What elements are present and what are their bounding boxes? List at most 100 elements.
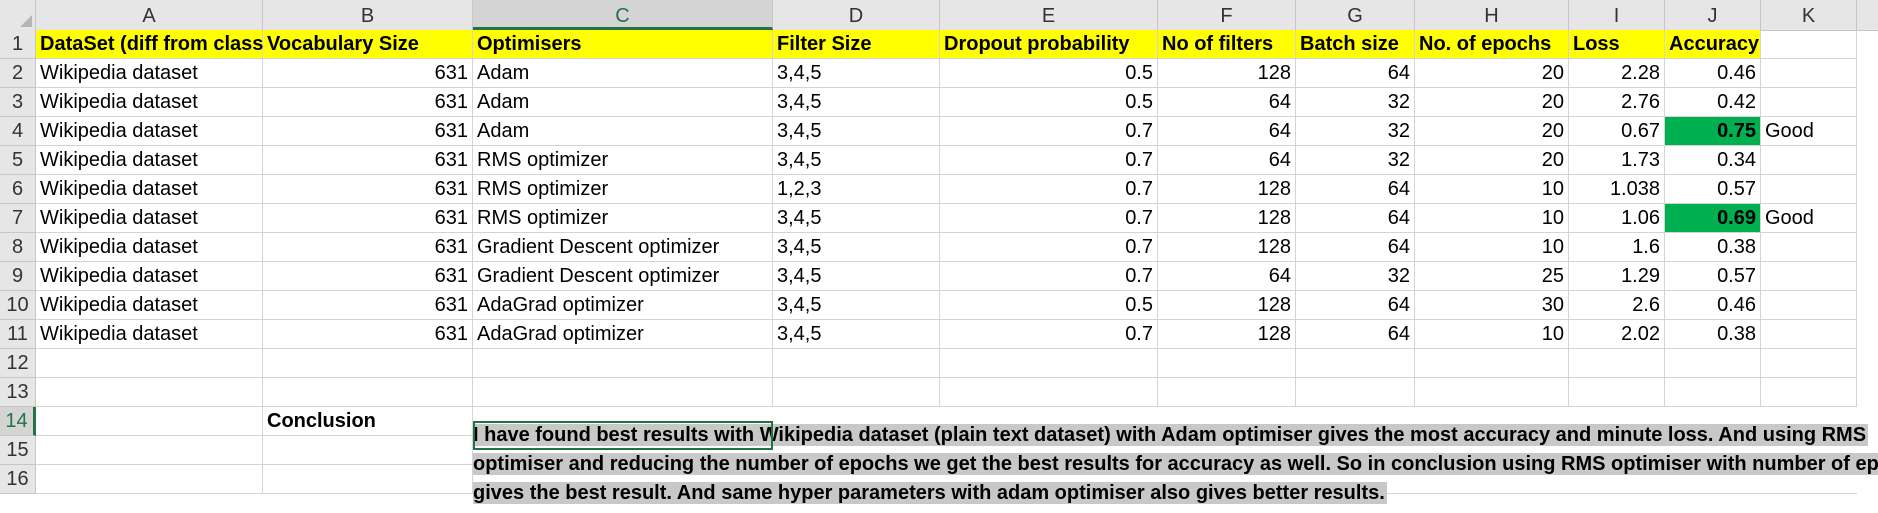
cell-e5[interactable]: 0.7 <box>940 146 1158 175</box>
cell-e2[interactable]: 0.5 <box>940 59 1158 88</box>
cell-d4[interactable]: 3,4,5 <box>773 117 940 146</box>
cell-k16[interactable] <box>1761 465 1857 494</box>
column-header-f[interactable]: F <box>1158 0 1296 30</box>
cell-a16[interactable] <box>36 465 263 494</box>
cell-g1[interactable]: Batch size <box>1296 30 1415 59</box>
cell-c12[interactable] <box>473 349 773 378</box>
cell-i1[interactable]: Loss <box>1569 30 1665 59</box>
cell-a9[interactable]: Wikipedia dataset <box>36 262 263 291</box>
cell-g9[interactable]: 32 <box>1296 262 1415 291</box>
cell-j10[interactable]: 0.46 <box>1665 291 1761 320</box>
cell-j16[interactable] <box>1665 465 1761 494</box>
cell-h2[interactable]: 20 <box>1415 59 1569 88</box>
cell-b11[interactable]: 631 <box>263 320 473 349</box>
cell-k13[interactable] <box>1761 378 1857 407</box>
cell-a10[interactable]: Wikipedia dataset <box>36 291 263 320</box>
cell-e12[interactable] <box>940 349 1158 378</box>
column-header-c[interactable]: C <box>473 0 773 30</box>
cell-c4[interactable]: Adam <box>473 117 773 146</box>
cell-g7[interactable]: 64 <box>1296 204 1415 233</box>
cell-h5[interactable]: 20 <box>1415 146 1569 175</box>
conclusion-label[interactable]: Conclusion <box>263 407 473 436</box>
cell-b10[interactable]: 631 <box>263 291 473 320</box>
cell-b15[interactable] <box>263 436 473 465</box>
cell-d5[interactable]: 3,4,5 <box>773 146 940 175</box>
cell-e9[interactable]: 0.7 <box>940 262 1158 291</box>
cell-j7[interactable]: 0.69 <box>1665 204 1761 233</box>
cell-a4[interactable]: Wikipedia dataset <box>36 117 263 146</box>
cell-b3[interactable]: 631 <box>263 88 473 117</box>
cell-k9[interactable] <box>1761 262 1857 291</box>
cell-c1[interactable]: Optimisers <box>473 30 773 59</box>
cell-h3[interactable]: 20 <box>1415 88 1569 117</box>
cell-c11[interactable]: AdaGrad optimizer <box>473 320 773 349</box>
cell-a2[interactable]: Wikipedia dataset <box>36 59 263 88</box>
cell-d2[interactable]: 3,4,5 <box>773 59 940 88</box>
cell-g6[interactable]: 64 <box>1296 175 1415 204</box>
cell-k5[interactable] <box>1761 146 1857 175</box>
row-header-9[interactable]: 9 <box>0 262 36 291</box>
cell-c13[interactable] <box>473 378 773 407</box>
cell-g3[interactable]: 32 <box>1296 88 1415 117</box>
cell-j5[interactable]: 0.34 <box>1665 146 1761 175</box>
cell-f2[interactable]: 128 <box>1158 59 1296 88</box>
conclusion-text[interactable]: I have found best results with Wikipedia… <box>473 421 1878 508</box>
column-header-b[interactable]: B <box>263 0 473 30</box>
cell-g2[interactable]: 64 <box>1296 59 1415 88</box>
cell-i9[interactable]: 1.29 <box>1569 262 1665 291</box>
cell-k7[interactable]: Good <box>1761 204 1857 233</box>
cell-f9[interactable]: 64 <box>1158 262 1296 291</box>
cell-d10[interactable]: 3,4,5 <box>773 291 940 320</box>
cell-b7[interactable]: 631 <box>263 204 473 233</box>
cell-f5[interactable]: 64 <box>1158 146 1296 175</box>
column-header-d[interactable]: D <box>773 0 940 30</box>
cell-c10[interactable]: AdaGrad optimizer <box>473 291 773 320</box>
cell-i13[interactable] <box>1569 378 1665 407</box>
cell-c8[interactable]: Gradient Descent optimizer <box>473 233 773 262</box>
cell-f7[interactable]: 128 <box>1158 204 1296 233</box>
cell-h9[interactable]: 25 <box>1415 262 1569 291</box>
cell-i11[interactable]: 2.02 <box>1569 320 1665 349</box>
cell-k12[interactable] <box>1761 349 1857 378</box>
cell-h4[interactable]: 20 <box>1415 117 1569 146</box>
row-header-11[interactable]: 11 <box>0 320 36 349</box>
cell-h16[interactable] <box>1415 465 1569 494</box>
cell-b8[interactable]: 631 <box>263 233 473 262</box>
cell-j1[interactable]: Accuracy <box>1665 30 1761 59</box>
row-header-1[interactable]: 1 <box>0 30 36 59</box>
row-header-10[interactable]: 10 <box>0 291 36 320</box>
cell-b4[interactable]: 631 <box>263 117 473 146</box>
cell-k1[interactable] <box>1761 30 1857 59</box>
cell-i8[interactable]: 1.6 <box>1569 233 1665 262</box>
cell-b13[interactable] <box>263 378 473 407</box>
cell-j12[interactable] <box>1665 349 1761 378</box>
cell-h11[interactable]: 10 <box>1415 320 1569 349</box>
cell-f10[interactable]: 128 <box>1158 291 1296 320</box>
cell-e8[interactable]: 0.7 <box>940 233 1158 262</box>
column-header-i[interactable]: I <box>1569 0 1665 30</box>
cell-j6[interactable]: 0.57 <box>1665 175 1761 204</box>
cell-i2[interactable]: 2.28 <box>1569 59 1665 88</box>
cell-j3[interactable]: 0.42 <box>1665 88 1761 117</box>
column-header-e[interactable]: E <box>940 0 1158 30</box>
cell-f4[interactable]: 64 <box>1158 117 1296 146</box>
cell-g5[interactable]: 32 <box>1296 146 1415 175</box>
row-header-8[interactable]: 8 <box>0 233 36 262</box>
cell-g10[interactable]: 64 <box>1296 291 1415 320</box>
cell-e11[interactable]: 0.7 <box>940 320 1158 349</box>
cell-f12[interactable] <box>1158 349 1296 378</box>
cell-b1[interactable]: Vocabulary Size <box>263 30 473 59</box>
cell-e7[interactable]: 0.7 <box>940 204 1158 233</box>
cell-i7[interactable]: 1.06 <box>1569 204 1665 233</box>
cell-j9[interactable]: 0.57 <box>1665 262 1761 291</box>
cell-a13[interactable] <box>36 378 263 407</box>
cell-h1[interactable]: No. of epochs <box>1415 30 1569 59</box>
cell-f6[interactable]: 128 <box>1158 175 1296 204</box>
cell-g11[interactable]: 64 <box>1296 320 1415 349</box>
cell-i16[interactable] <box>1569 465 1665 494</box>
cell-a14[interactable] <box>36 407 263 436</box>
cell-d11[interactable]: 3,4,5 <box>773 320 940 349</box>
cell-g4[interactable]: 32 <box>1296 117 1415 146</box>
cell-c7[interactable]: RMS optimizer <box>473 204 773 233</box>
cell-k4[interactable]: Good <box>1761 117 1857 146</box>
